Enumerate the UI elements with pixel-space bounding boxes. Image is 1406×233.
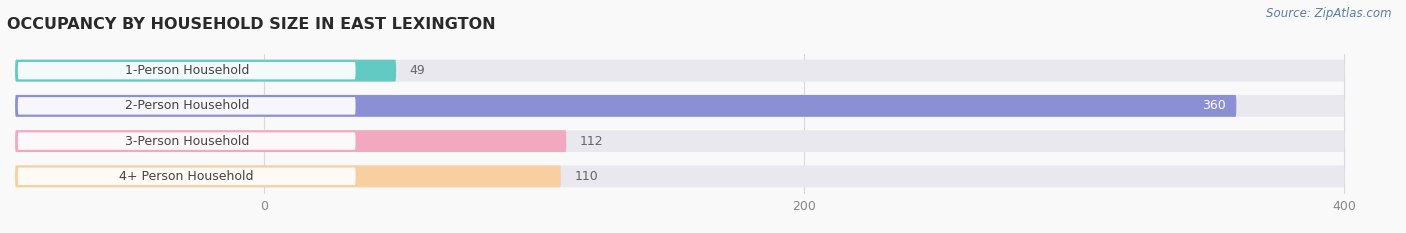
Text: 110: 110 (575, 170, 598, 183)
Text: Source: ZipAtlas.com: Source: ZipAtlas.com (1267, 7, 1392, 20)
FancyBboxPatch shape (15, 60, 396, 82)
FancyBboxPatch shape (18, 62, 356, 79)
FancyBboxPatch shape (18, 168, 356, 185)
FancyBboxPatch shape (15, 130, 1344, 152)
Text: 112: 112 (579, 135, 603, 148)
FancyBboxPatch shape (18, 132, 356, 150)
Text: 4+ Person Household: 4+ Person Household (120, 170, 254, 183)
FancyBboxPatch shape (15, 60, 1344, 82)
FancyBboxPatch shape (18, 97, 356, 115)
Text: 360: 360 (1202, 99, 1226, 112)
Text: 49: 49 (409, 64, 426, 77)
FancyBboxPatch shape (15, 95, 1236, 117)
Text: OCCUPANCY BY HOUSEHOLD SIZE IN EAST LEXINGTON: OCCUPANCY BY HOUSEHOLD SIZE IN EAST LEXI… (7, 17, 496, 32)
FancyBboxPatch shape (15, 95, 1344, 117)
Text: 1-Person Household: 1-Person Household (125, 64, 249, 77)
Text: 2-Person Household: 2-Person Household (125, 99, 249, 112)
Text: 3-Person Household: 3-Person Household (125, 135, 249, 148)
FancyBboxPatch shape (15, 165, 1344, 187)
FancyBboxPatch shape (15, 165, 561, 187)
FancyBboxPatch shape (15, 130, 567, 152)
